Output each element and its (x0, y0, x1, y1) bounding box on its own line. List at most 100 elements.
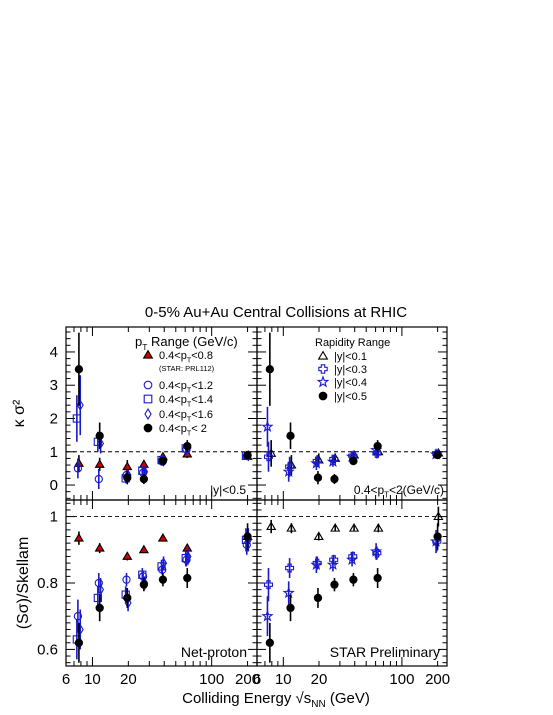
data-point (123, 473, 132, 482)
data-point (286, 603, 295, 613)
data-point (123, 593, 132, 603)
series-0 (266, 506, 444, 541)
data-point (348, 522, 360, 532)
data-point (94, 578, 103, 588)
legend-marker (316, 375, 330, 388)
series-3 (265, 523, 442, 663)
data-point (97, 583, 105, 596)
data-point (122, 461, 133, 471)
data-point (183, 441, 192, 451)
data-point (95, 603, 104, 613)
data-point (243, 532, 252, 541)
data-point (73, 532, 85, 542)
data-point (330, 580, 339, 589)
legend-label: |y|<0.4 (334, 377, 367, 389)
y-tick-label: 1 (50, 444, 58, 461)
series-3 (76, 528, 252, 650)
x-axis-label-sub: NN (311, 699, 325, 710)
data-point (95, 431, 104, 440)
data-point (157, 532, 169, 542)
panel-note: |y|<0.5 (210, 483, 246, 497)
legend-marker (318, 391, 328, 401)
legend-label: |y|<0.5 (334, 391, 367, 403)
series-4 (74, 332, 252, 485)
data-point (94, 542, 105, 552)
data-point (261, 609, 274, 622)
data-point (183, 573, 192, 583)
y-tick-label: 0.6 (37, 641, 58, 658)
series-3 (265, 332, 442, 485)
x-axis-label-unit: (GeV) (326, 690, 370, 707)
y-tick-label: 1 (50, 509, 58, 526)
x-tick-label: 200 (425, 671, 450, 688)
data-point (265, 638, 274, 647)
data-point (122, 551, 133, 560)
data-point (373, 441, 382, 451)
series-2 (261, 406, 443, 482)
data-point (184, 550, 192, 563)
data-point (313, 531, 324, 540)
data-point (326, 455, 340, 467)
data-point (93, 593, 103, 603)
data-point (433, 450, 442, 460)
x-tick-label: 10 (275, 671, 292, 688)
data-point (97, 437, 105, 450)
data-point (158, 575, 168, 584)
y-axis-label: κ σ² (11, 399, 28, 427)
panel-note: STAR Preliminary (330, 644, 440, 660)
legend-title: pT Range (GeV/c) (135, 334, 238, 352)
data-point (261, 420, 274, 433)
chart-title: 0-5% Au+Au Central Collisions at RHIC (145, 304, 407, 321)
panel-top-right: Rapidity Range |y|<0.1|y|<0.3|y|<0.4 |y|<0… (256, 326, 448, 501)
data-point (313, 473, 323, 482)
data-point (310, 456, 323, 469)
legend-marker (143, 423, 153, 433)
data-point (263, 452, 274, 462)
data-point (433, 511, 444, 521)
data-point (330, 522, 341, 532)
data-point (138, 466, 147, 475)
x-tick-label: 100 (199, 671, 224, 688)
legend-label: |y|<0.3 (334, 364, 367, 376)
data-point (349, 575, 358, 584)
data-point (330, 474, 339, 484)
data-point (157, 562, 166, 571)
legend-marker (144, 408, 152, 420)
data-point (122, 575, 131, 584)
series-2 (261, 529, 443, 637)
x-tick-label: 20 (311, 671, 328, 688)
x-tick-label: 200 (235, 671, 260, 688)
legend-label: |y|<0.1 (334, 351, 367, 363)
data-point (160, 557, 168, 569)
data-point (139, 580, 149, 589)
y-tick-label: 0.8 (37, 575, 58, 592)
y-tick-label: 4 (50, 344, 58, 361)
panel-bottom-left: 0.6 0.8 1 6 10 20 100 200 (Sσ)/Skellam Net-proton (15, 499, 260, 688)
legend-marker (143, 380, 153, 390)
data-point (243, 450, 252, 460)
legend-label: 0.4<pT< 2 (159, 423, 207, 437)
legend-label: 0.4<pT<1.6 (159, 409, 213, 423)
data-point (310, 558, 323, 570)
data-point (373, 573, 382, 583)
data-point (286, 522, 297, 532)
data-point (285, 563, 295, 573)
legend-label: 0.4<pT<1.4 (159, 394, 213, 408)
y-tick-label: 3 (50, 377, 58, 394)
legend-marker (318, 364, 328, 374)
legend-label: 0.4<pT<1.2 (159, 380, 213, 394)
data-point (433, 532, 442, 541)
data-point (263, 580, 274, 590)
data-point (138, 459, 149, 468)
x-tick-label: 10 (84, 671, 101, 688)
data-point (139, 474, 149, 484)
data-point (265, 365, 274, 374)
data-point (349, 456, 358, 466)
x-tick-label: 6 (62, 671, 70, 688)
data-point (373, 522, 384, 532)
panel-bottom-right: 6 10 20 100 200 STAR Preliminary (253, 499, 450, 688)
x-axis-label-main: Colliding Energy √s (182, 690, 311, 707)
data-point (94, 474, 103, 484)
legend-label: 0.4<pT<0.8 (159, 350, 213, 364)
